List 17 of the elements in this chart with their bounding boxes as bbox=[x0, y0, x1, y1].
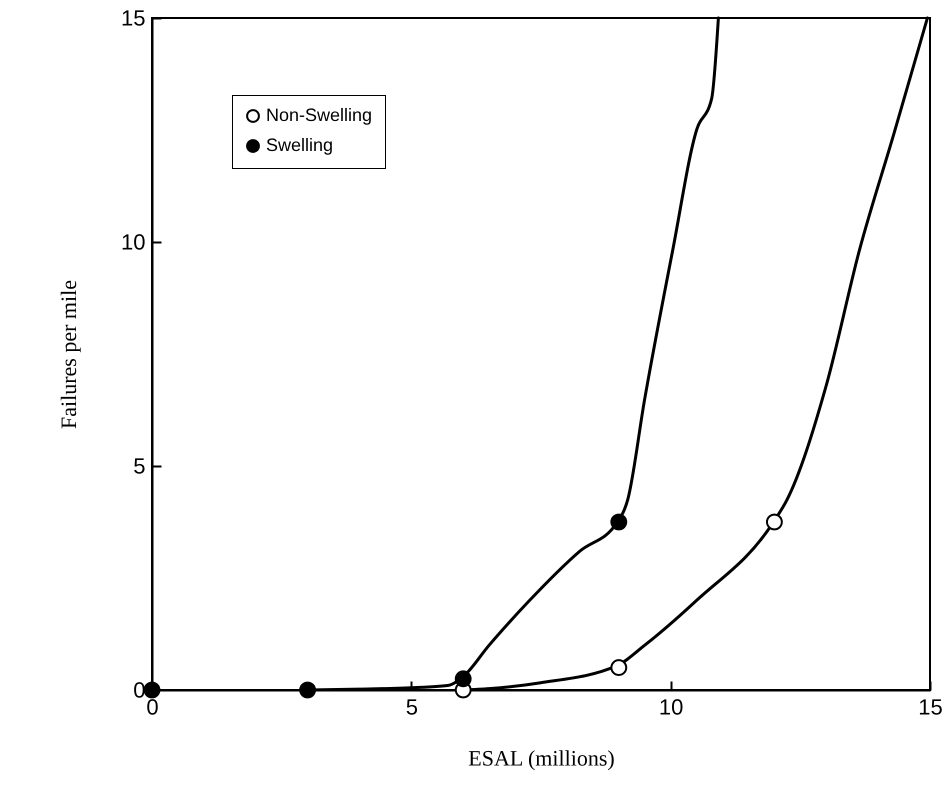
point bbox=[610, 514, 628, 530]
point bbox=[766, 514, 783, 530]
y-tick-label: 0 bbox=[133, 678, 146, 702]
point bbox=[299, 682, 316, 698]
point bbox=[144, 682, 160, 698]
legend-label: Non-Swelling bbox=[266, 105, 372, 125]
y-tick-label: 10 bbox=[121, 230, 146, 254]
y-axis-title: Failures per mile bbox=[56, 280, 82, 430]
y-tick-label: 15 bbox=[121, 6, 146, 30]
y-tick-label: 5 bbox=[133, 454, 146, 478]
point bbox=[610, 659, 628, 676]
x-axis-title: ESAL (millions) bbox=[468, 746, 615, 770]
x-tick-label: 15 bbox=[918, 694, 943, 720]
legend-label: Swelling bbox=[266, 135, 334, 155]
point bbox=[454, 670, 472, 688]
x-tick-label: 5 bbox=[406, 694, 418, 720]
x-tick-label: 10 bbox=[658, 694, 684, 720]
